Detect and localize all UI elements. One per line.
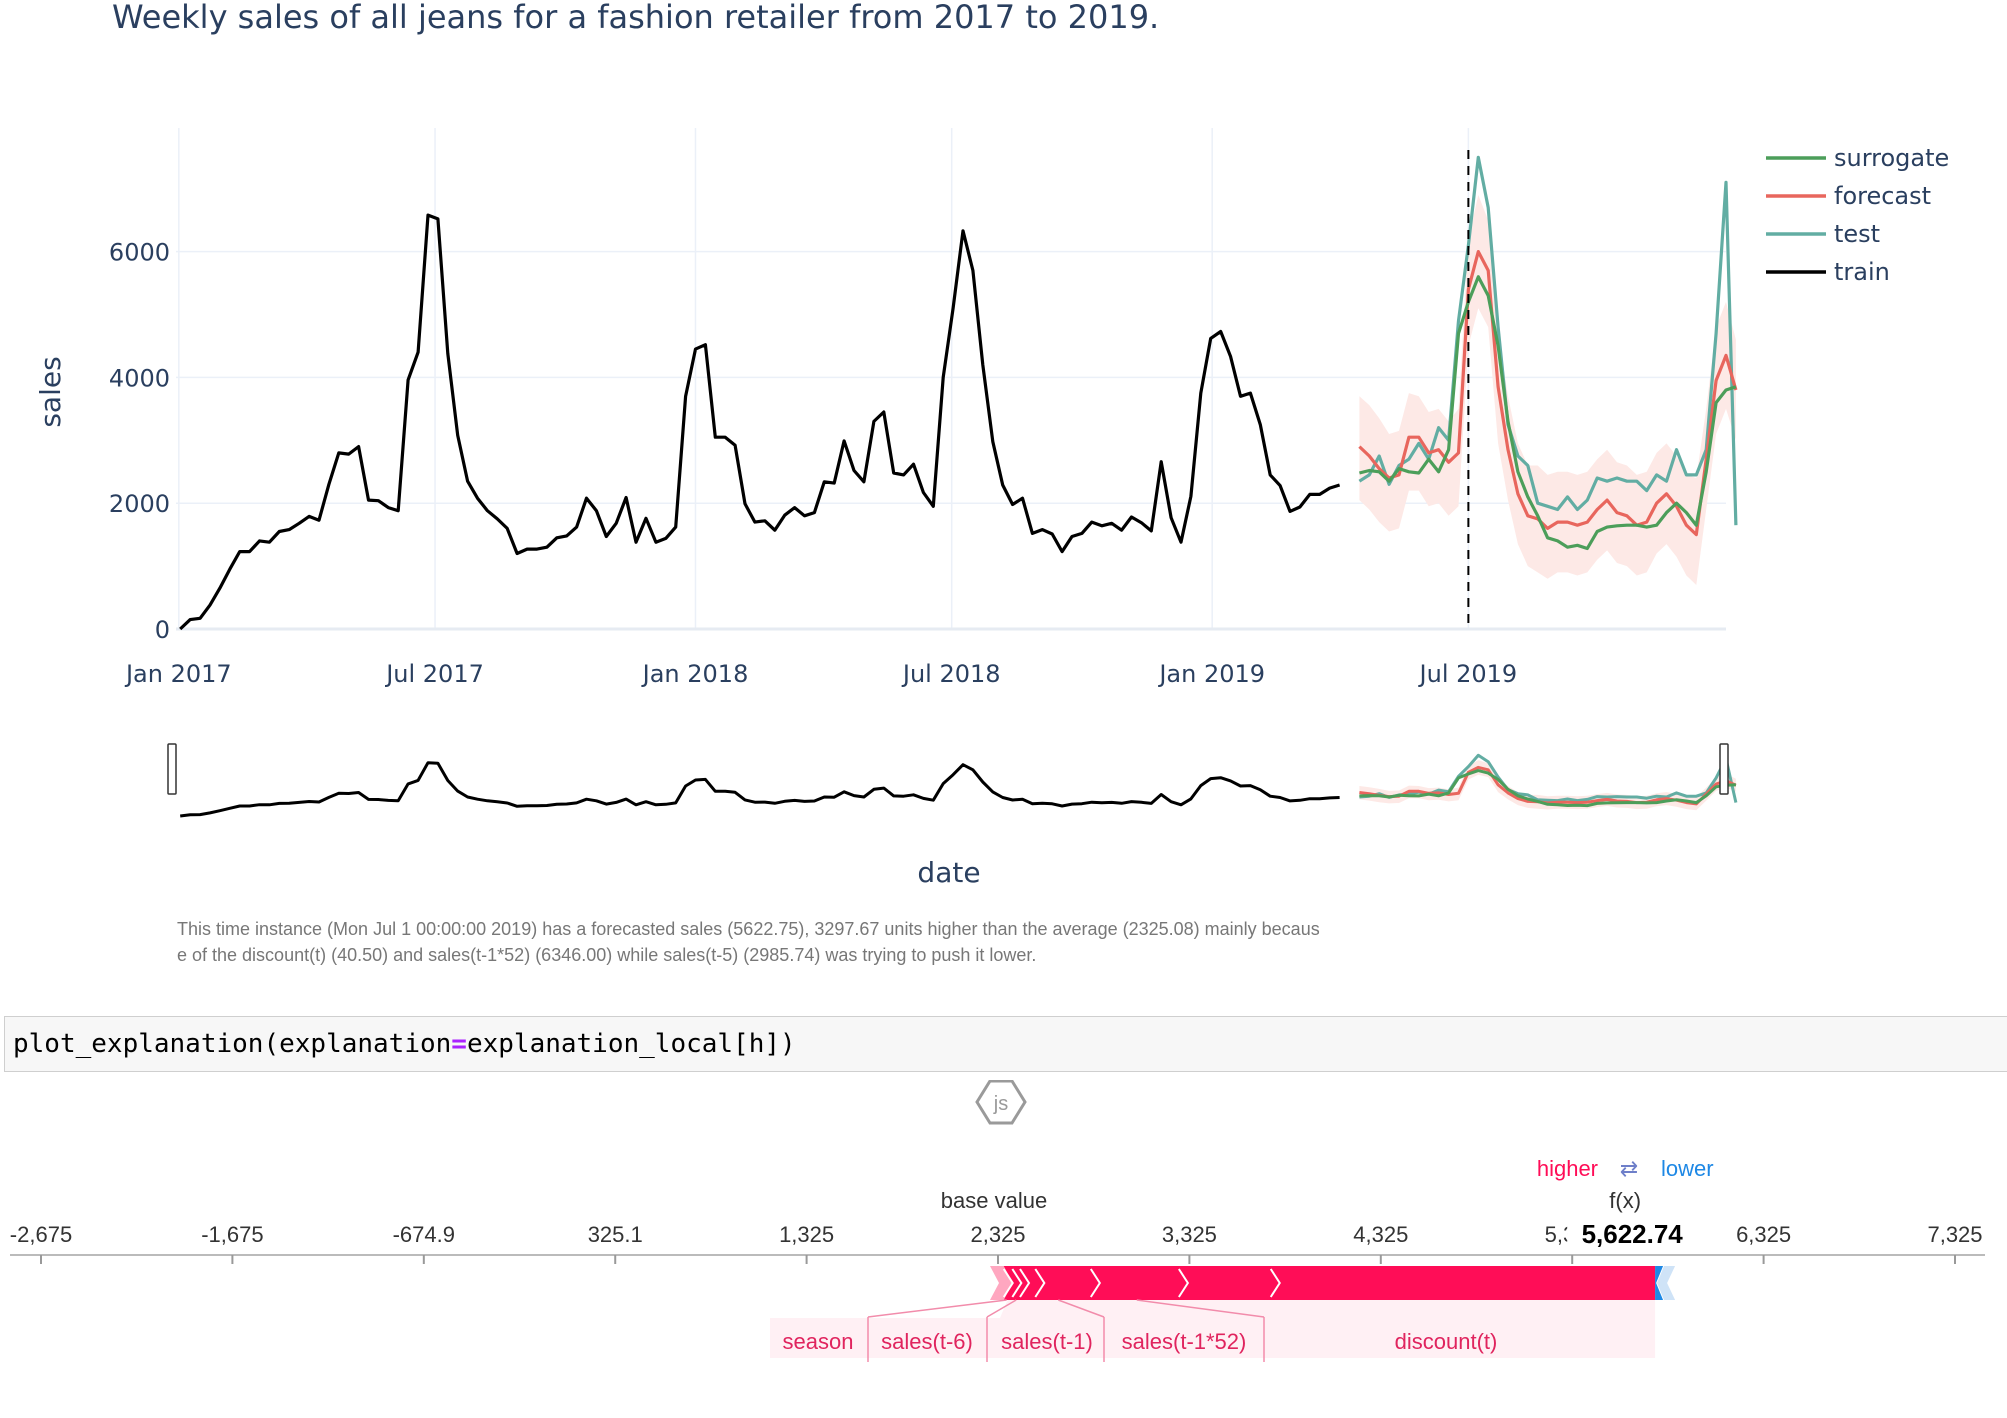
shap-tick-label: 2,325: [970, 1222, 1025, 1247]
legend-label: test: [1834, 220, 1880, 248]
mini-line-surrogate: [1359, 769, 1736, 808]
feature-label-3: sales(t-1*52): [1122, 1329, 1247, 1354]
code-before: plot_explanation(explanation: [13, 1029, 452, 1059]
legend-label: surrogate: [1834, 144, 1949, 172]
shap-tick-label: 1,325: [779, 1222, 834, 1247]
x-tick-label: Jan 2018: [641, 660, 749, 688]
legend-item-train[interactable]: train: [1766, 258, 1890, 286]
shap-feature-labels: season sales(t-6) sales(t-1) sales(t-1*52) d…: [783, 1299, 1498, 1362]
shap-tick-label: -2,675: [10, 1222, 72, 1247]
segment-divider: [1019, 1268, 1031, 1298]
shap-axis: -2,675 -1,675 -674.9 325.1 1,325 2,325 3,325 4,…: [10, 1188, 1985, 1264]
explanation-text: This time instance (Mon Jul 1 00:00:00 2…: [177, 919, 1320, 965]
legend-item-test[interactable]: test: [1766, 220, 1880, 248]
legend-label: train: [1834, 258, 1890, 286]
lower-label: lower: [1661, 1156, 1714, 1181]
mini-line-train: [180, 761, 1340, 818]
x-axis-ticks: Jan 2017 Jul 2017 Jan 2018 Jul 2018 Jan 2019…: [124, 660, 1517, 688]
range-handle-right[interactable]: [1719, 743, 1729, 795]
legend-label: forecast: [1834, 182, 1931, 210]
feature-label-1: sales(t-6): [881, 1329, 973, 1354]
series-lines: [179, 155, 1738, 631]
y-tick-label: 0: [155, 616, 170, 644]
shap-tick-label: -674.9: [393, 1222, 455, 1247]
positive-bar: [998, 1266, 1656, 1300]
range-handle-left[interactable]: [167, 743, 177, 795]
series-line-forecast: [1358, 250, 1738, 537]
series-line-train: [179, 213, 1341, 631]
label-connector: [1136, 1299, 1265, 1318]
code-operator: =: [451, 1029, 467, 1059]
shap-tick-label: 4,325: [1353, 1222, 1408, 1247]
fx-label: f(x): [1609, 1188, 1641, 1213]
y-axis-ticks: 0 2000 4000 6000: [109, 239, 170, 644]
base-value-label: base value: [941, 1188, 1047, 1213]
x-tick-label: Jul 2017: [384, 660, 484, 688]
label-connector: [867, 1299, 1007, 1318]
y-tick-label: 4000: [109, 364, 170, 392]
fx-value: 5,622.74: [1582, 1219, 1684, 1249]
segment-divider: [1002, 1268, 1014, 1298]
shap-tick-label: 3,325: [1162, 1222, 1217, 1247]
js-logo-icon: js: [975, 1080, 1027, 1125]
y-axis-title: sales: [34, 356, 67, 427]
x-tick-label: Jul 2019: [1418, 660, 1518, 688]
higher-label: higher: [1537, 1156, 1598, 1181]
shap-tick-label: -1,675: [201, 1222, 263, 1247]
shap-bars: [770, 1266, 1676, 1358]
x-tick-label: Jan 2017: [124, 660, 232, 688]
segment-divider: [1269, 1268, 1281, 1298]
shap-tick-label: 7,325: [1927, 1222, 1982, 1247]
segment-divider: [1011, 1268, 1023, 1298]
legend-item-surrogate[interactable]: surrogate: [1766, 144, 1949, 172]
feature-label-2: sales(t-1): [1001, 1329, 1093, 1354]
feature-label-0: season: [783, 1329, 854, 1354]
swap-arrows-icon: ⇄: [1620, 1156, 1638, 1181]
label-connector: [986, 1299, 1017, 1318]
y-tick-label: 2000: [109, 490, 170, 518]
label-connector: [1058, 1299, 1105, 1318]
shap-tick-label: 325.1: [588, 1222, 643, 1247]
sales-chart: Weekly sales of all jeans for a fashion …: [34, 0, 1949, 889]
series-line-surrogate: [1359, 275, 1737, 551]
range-slider[interactable]: [167, 743, 1738, 818]
legend[interactable]: surrogate forecast test train: [1766, 144, 1949, 286]
code-line: plot_explanation(explanation=explanation…: [13, 1029, 796, 1059]
x-axis-title: date: [917, 856, 980, 889]
negative-bar: [1655, 1266, 1664, 1300]
code-after: explanation_local[h]): [466, 1029, 796, 1059]
chart-title: Weekly sales of all jeans for a fashion …: [112, 0, 1159, 36]
negative-bar-tail: [1657, 1266, 1676, 1300]
x-tick-label: Jul 2018: [901, 660, 1001, 688]
shap-tick-label: 6,325: [1736, 1222, 1791, 1247]
x-tick-label: Jan 2019: [1157, 660, 1265, 688]
shap-force-plot: js higher ⇄ lower -2,675 -1,675 -674.9 325.…: [10, 1080, 1985, 1362]
segment-divider: [1178, 1268, 1190, 1298]
fx-value-backdrop: [1567, 1220, 1692, 1248]
js-badge: js: [993, 1093, 1008, 1115]
segment-divider: [1034, 1268, 1046, 1298]
y-tick-label: 6000: [109, 239, 170, 267]
legend-item-forecast[interactable]: forecast: [1766, 182, 1931, 210]
series-line-test: [1358, 155, 1738, 526]
feature-label-4: discount(t): [1395, 1329, 1498, 1354]
segment-divider: [1089, 1268, 1102, 1298]
code-cell[interactable]: plot_explanation(explanation=explanation…: [4, 1016, 2007, 1072]
